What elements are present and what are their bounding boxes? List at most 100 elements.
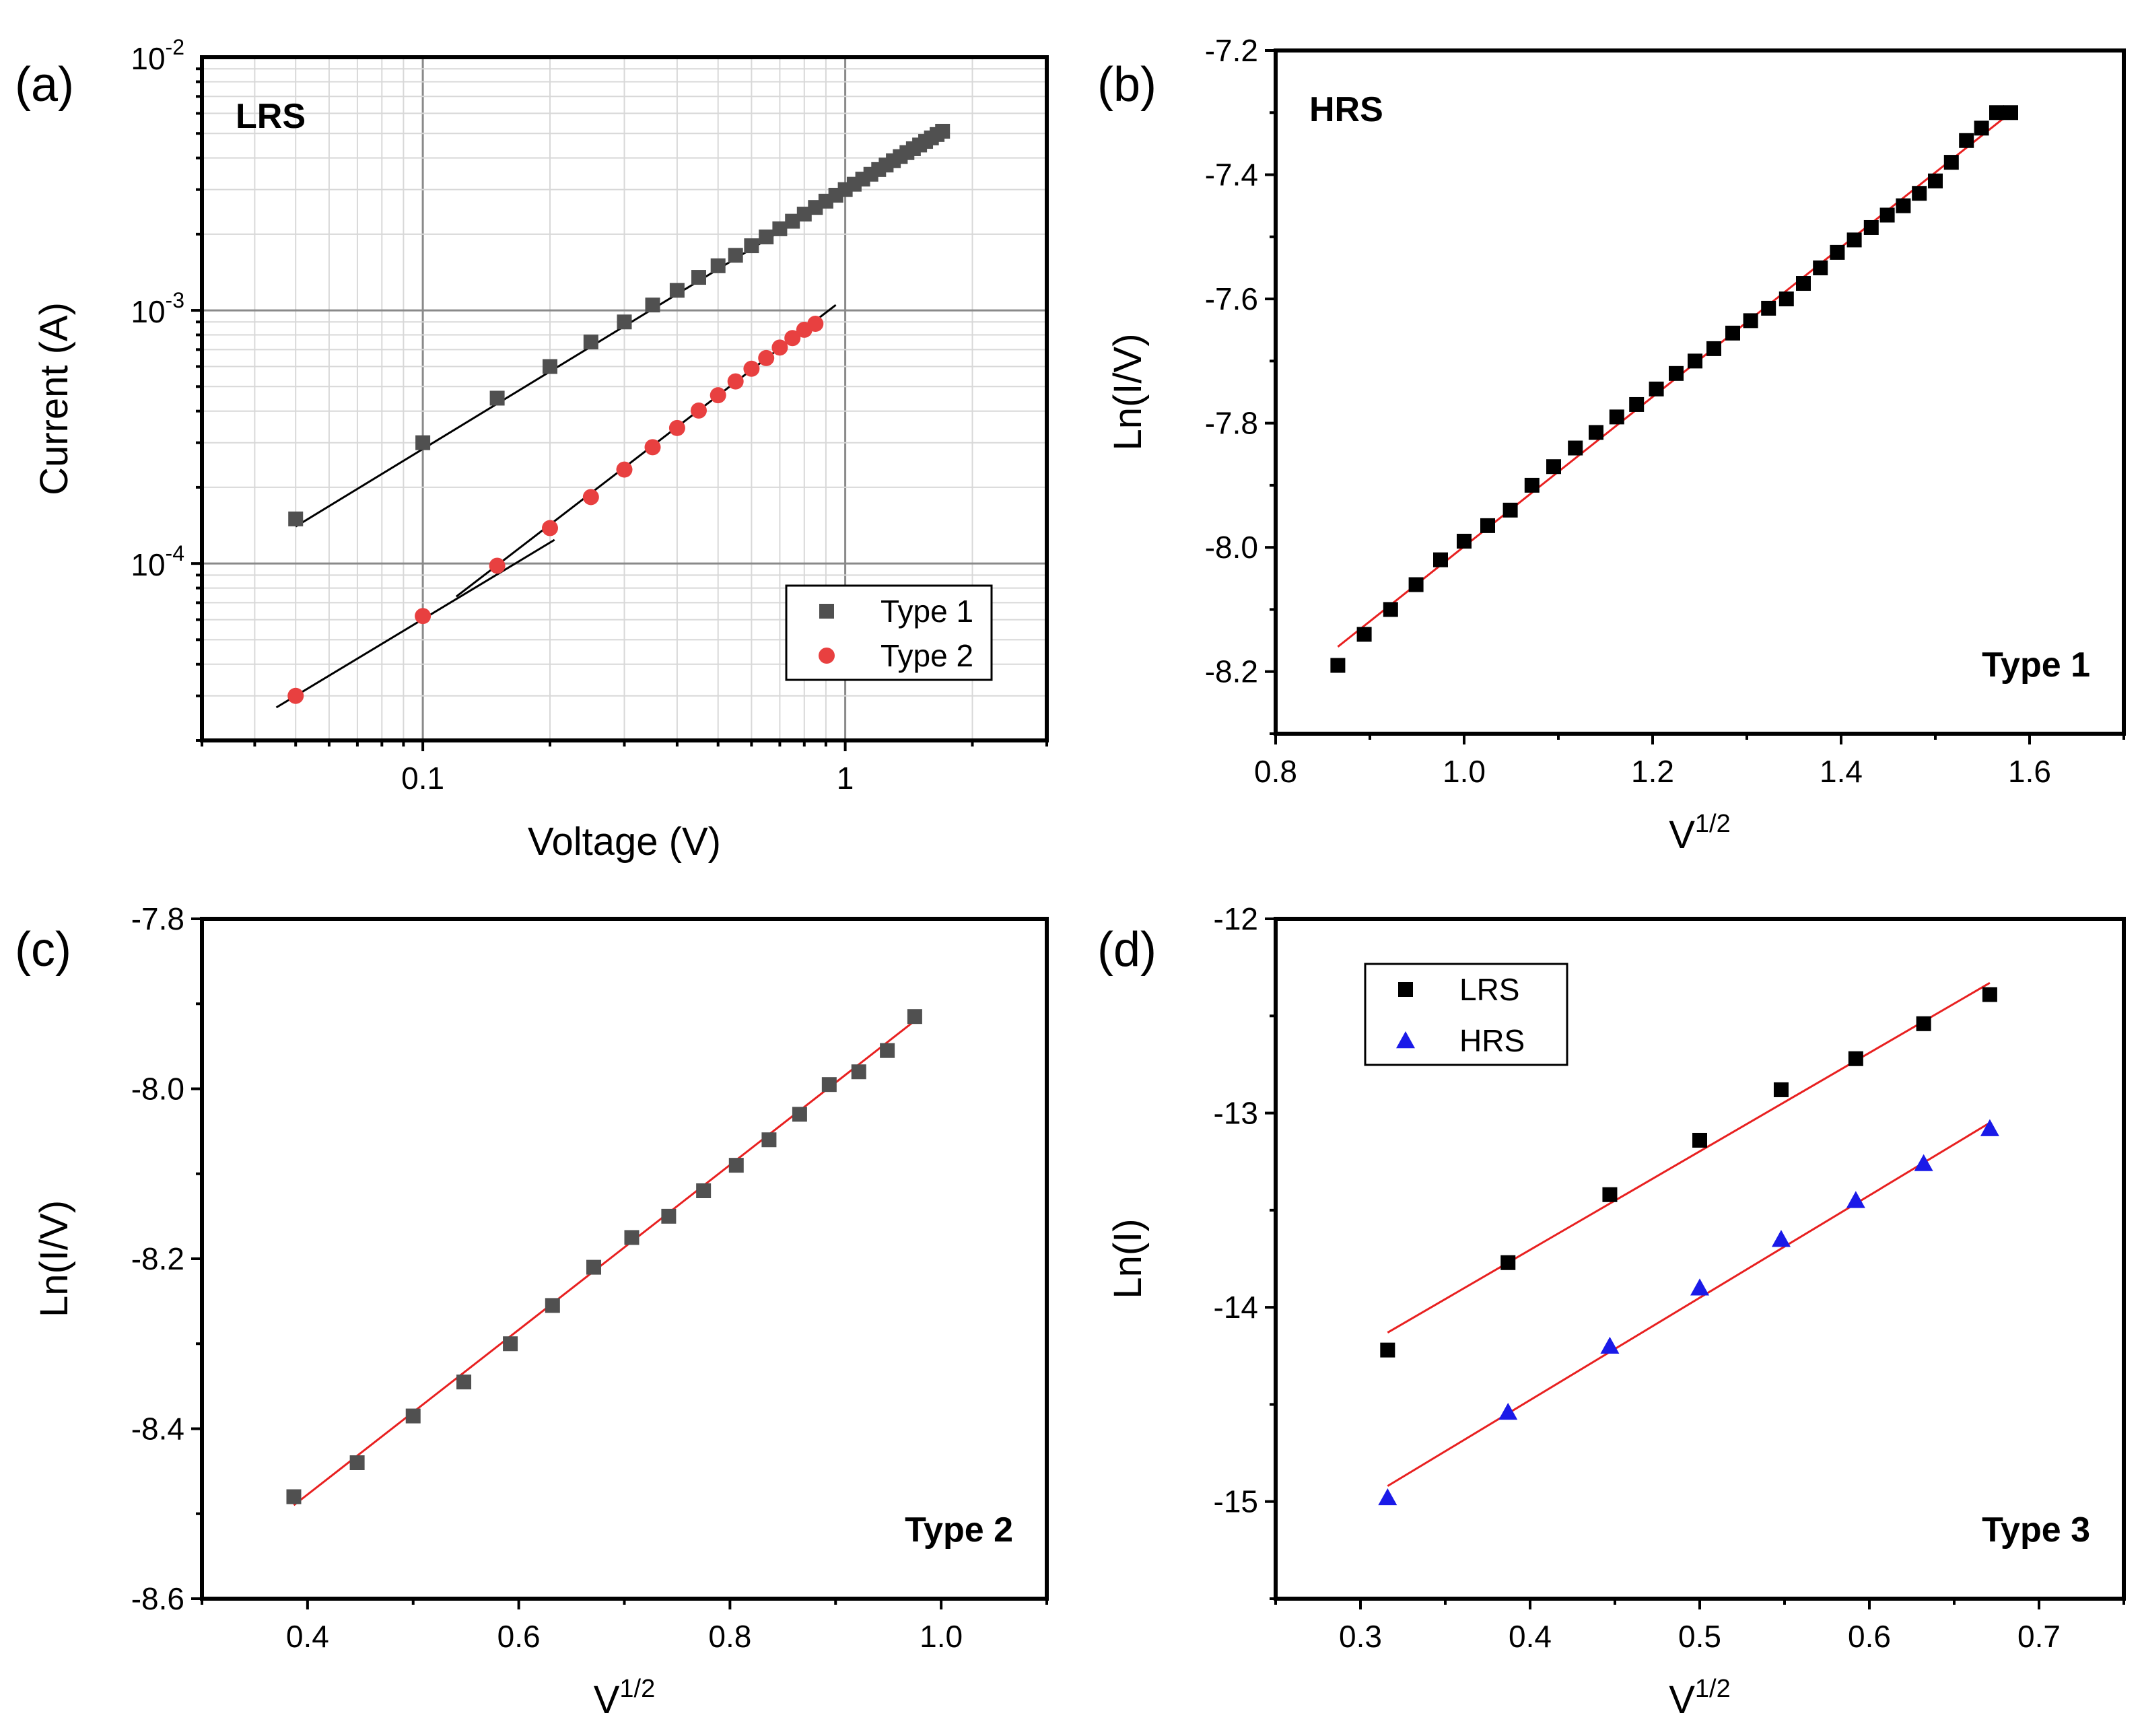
series-hrs — [1378, 1119, 1999, 1506]
data-point — [668, 419, 685, 436]
data-point — [415, 608, 431, 625]
data-point — [1796, 276, 1811, 291]
series-type-2 — [287, 316, 824, 704]
type-annotation: Type 2 — [905, 1511, 1013, 1550]
tick-mantissa: 10 — [131, 41, 165, 76]
data-point — [796, 207, 812, 222]
data-point — [644, 439, 661, 456]
y-tick-label: -8.2 — [131, 1241, 184, 1276]
state-annotation: HRS — [1309, 90, 1383, 129]
x-tick-label: 0.6 — [497, 1619, 541, 1654]
tick-exponent: -4 — [166, 541, 184, 565]
data-point — [785, 213, 800, 229]
data-point — [1830, 244, 1845, 260]
x-tick-label: 0.7 — [2017, 1619, 2061, 1654]
y-tick-label: -13 — [1214, 1096, 1258, 1131]
x-tick-label: 0.6 — [1848, 1619, 1891, 1654]
x-axis-title: V1/2 — [594, 1675, 656, 1722]
y-tick-label: -8.2 — [1205, 654, 1258, 689]
data-point — [1928, 173, 1943, 188]
y-axis-title: Ln(I/V) — [32, 1200, 76, 1317]
data-point — [456, 1375, 472, 1390]
legend-label: Type 2 — [880, 638, 973, 673]
data-point — [1498, 1402, 1518, 1420]
data-point — [744, 238, 759, 254]
data-point — [1589, 425, 1603, 440]
data-point — [1974, 120, 1989, 136]
data-point — [287, 687, 304, 704]
data-point — [710, 258, 726, 273]
data-point — [1778, 291, 1794, 307]
x-tick-label: 0.4 — [286, 1619, 329, 1654]
x-axis-title-sup: 1/2 — [1695, 810, 1731, 838]
x-tick-label: 1.0 — [1443, 754, 1486, 789]
data-point — [617, 314, 632, 330]
data-point — [784, 330, 801, 347]
plot-frame — [1274, 917, 2126, 1601]
x-tick-label: 1.2 — [1631, 754, 1674, 789]
type-annotation: Type 1 — [1982, 646, 2090, 685]
legend-marker — [819, 648, 835, 664]
fit-line — [275, 539, 555, 709]
x-tick-label: 0.4 — [1509, 1619, 1552, 1654]
x-axis-title-main: Voltage (V) — [528, 820, 721, 864]
y-tick-label: -7.8 — [131, 901, 184, 936]
y-tick-label: -8.0 — [131, 1072, 184, 1107]
data-point — [761, 1132, 777, 1148]
data-point — [1914, 1154, 1933, 1171]
data-point — [288, 511, 304, 526]
x-axis-title-main: V — [1669, 813, 1695, 857]
panel-label: (c) — [15, 923, 71, 977]
data-point — [545, 1298, 560, 1313]
data-point — [1383, 602, 1398, 617]
x-tick-label: 0.1 — [401, 761, 444, 796]
data-point — [1568, 440, 1583, 456]
legend-label: Type 1 — [880, 594, 973, 629]
y-axis-title: Ln(I/V) — [1106, 333, 1150, 450]
data-point — [1692, 1132, 1707, 1148]
fit-line — [293, 1020, 915, 1506]
legend-box — [785, 584, 993, 681]
tick-mantissa: 10 — [131, 294, 165, 329]
x-tick-label: 0.8 — [1254, 754, 1297, 789]
data-point — [743, 360, 760, 377]
panel-label: (d) — [1097, 923, 1156, 977]
legend-label: LRS — [1459, 972, 1519, 1007]
x-axis-title-main: V — [1669, 1678, 1695, 1722]
x-axis-title: Voltage (V) — [528, 820, 721, 864]
data-point — [542, 520, 559, 536]
data-point — [503, 1336, 518, 1352]
data-area — [275, 123, 951, 709]
data-point — [1846, 1191, 1865, 1208]
data-point — [807, 316, 824, 333]
plot-frame — [1274, 48, 2126, 736]
data-point — [415, 435, 431, 450]
y-tick-label: -7.4 — [1205, 158, 1258, 193]
series-type-2 — [286, 1009, 922, 1504]
y-tick-label: -8.0 — [1205, 530, 1258, 565]
y-tick-label: 10-2 — [131, 35, 184, 76]
data-point — [772, 221, 788, 236]
y-tick-label: -8.4 — [131, 1412, 184, 1447]
y-tick-label: -15 — [1214, 1484, 1258, 1519]
x-tick-label: 1 — [837, 761, 854, 796]
data-point — [696, 1183, 712, 1198]
data-point — [286, 1489, 302, 1504]
fit-line — [1387, 981, 1991, 1333]
data-point — [1688, 353, 1702, 369]
data-point — [1378, 1488, 1397, 1506]
data-point — [1457, 533, 1472, 549]
data-point — [1500, 1255, 1516, 1270]
data-point — [691, 270, 706, 285]
data-point — [1982, 987, 1997, 1002]
data-point — [543, 359, 558, 374]
y-tick-label: -12 — [1214, 901, 1258, 936]
y-tick-label: -7.2 — [1205, 33, 1258, 68]
y-axis-title: Current (A) — [32, 302, 76, 495]
data-point — [1609, 409, 1624, 425]
data-point — [1761, 300, 1776, 316]
data-point — [669, 283, 685, 298]
panel-d: (d) 0.3 0.4 0.5 0.6 0.7 -15 -14 -13 -12 V1/2 Ln(I) T… — [1097, 901, 2126, 1722]
data-point — [727, 373, 744, 390]
